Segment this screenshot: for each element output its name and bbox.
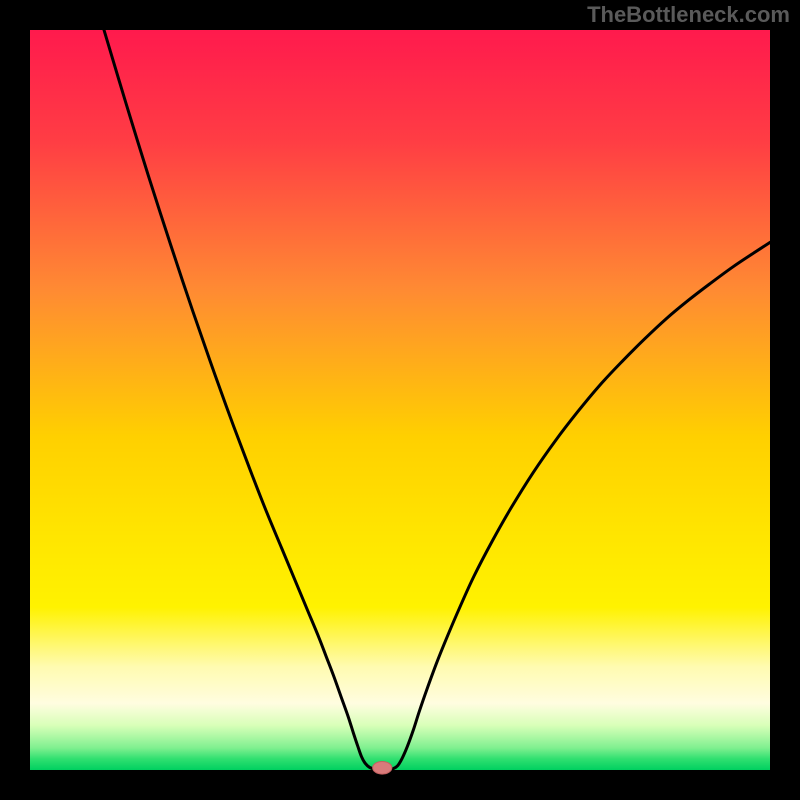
chart-frame: { "watermark": { "text": "TheBottleneck.… [0, 0, 800, 800]
plot-background [30, 30, 770, 770]
bottleneck-chart [0, 0, 800, 800]
watermark-text: TheBottleneck.com [587, 2, 790, 28]
minimum-marker [373, 761, 392, 774]
